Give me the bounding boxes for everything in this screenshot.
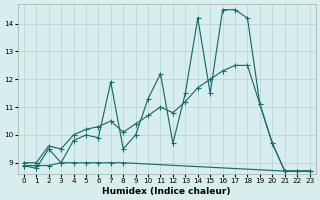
X-axis label: Humidex (Indice chaleur): Humidex (Indice chaleur) — [102, 187, 231, 196]
